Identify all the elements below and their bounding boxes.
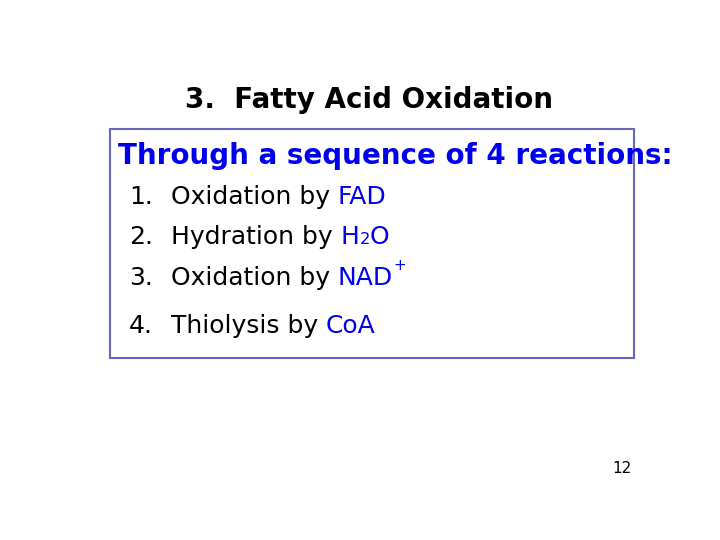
Text: Hydration by: Hydration by (171, 225, 341, 249)
Text: 2.: 2. (129, 225, 153, 249)
Text: H: H (341, 225, 359, 249)
Text: 3.: 3. (129, 266, 153, 291)
Text: CoA: CoA (326, 314, 376, 338)
Text: 1.: 1. (129, 185, 153, 210)
Text: 12: 12 (612, 462, 631, 476)
Text: NAD: NAD (338, 266, 393, 291)
Text: +: + (393, 258, 406, 273)
Text: FAD: FAD (338, 185, 387, 210)
Text: 4.: 4. (129, 314, 153, 338)
Text: Through a sequence of 4 reactions:: Through a sequence of 4 reactions: (118, 141, 672, 170)
FancyBboxPatch shape (109, 129, 634, 358)
Text: Thiolysis by: Thiolysis by (171, 314, 326, 338)
Text: 2: 2 (359, 232, 370, 247)
Text: O: O (370, 225, 390, 249)
Text: Oxidation by: Oxidation by (171, 185, 338, 210)
Text: 3.  Fatty Acid Oxidation: 3. Fatty Acid Oxidation (185, 85, 553, 113)
Text: Oxidation by: Oxidation by (171, 266, 338, 291)
